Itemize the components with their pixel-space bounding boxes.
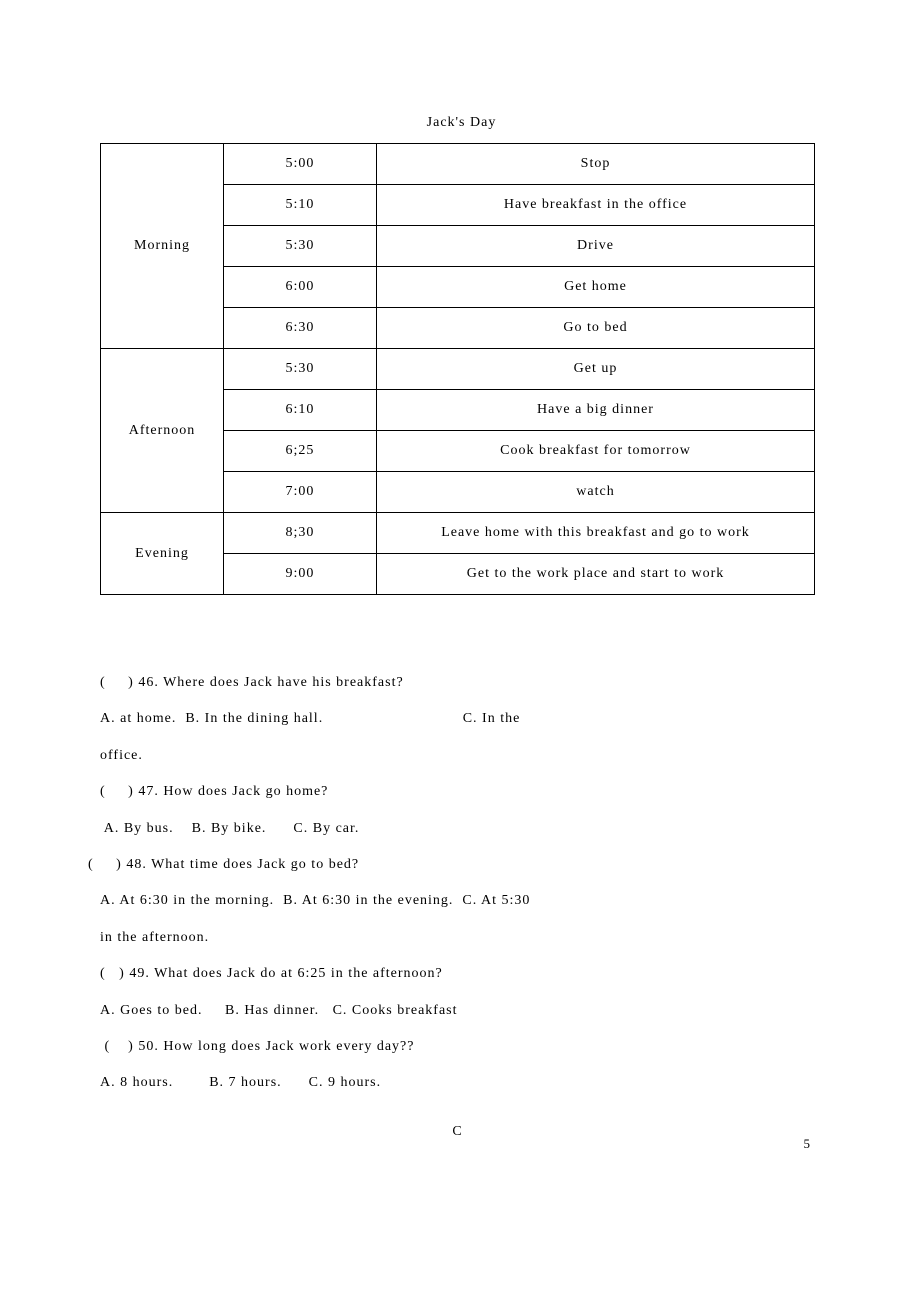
time-cell: 6:10 — [224, 390, 377, 431]
activity-cell: Leave home with this breakfast and go to… — [377, 513, 815, 554]
time-cell: 7:00 — [224, 472, 377, 513]
table-row: Afternoon 5:30 Get up — [101, 349, 815, 390]
q50-stem: ( ) 50. How long does Jack work every da… — [100, 1029, 815, 1065]
q46-options-line2: office. — [100, 738, 815, 774]
q49-stem: ( ) 49. What does Jack do at 6:25 in the… — [100, 956, 815, 992]
time-cell: 6;25 — [224, 431, 377, 472]
q49-options: A. Goes to bed. B. Has dinner. C. Cooks … — [100, 993, 815, 1029]
table-row: Evening 8;30 Leave home with this breakf… — [101, 513, 815, 554]
table-title: Jack's Day — [100, 115, 815, 131]
section-label: C — [100, 1124, 815, 1140]
activity-cell: watch — [377, 472, 815, 513]
activity-cell: Get up — [377, 349, 815, 390]
document-page: Jack's Day Morning 5:00 Stop 5:10 Have b… — [0, 0, 920, 1180]
time-cell: 8;30 — [224, 513, 377, 554]
q48-options-line2: in the afternoon. — [100, 920, 815, 956]
q48-options-line1: A. At 6:30 in the morning. B. At 6:30 in… — [100, 883, 815, 919]
activity-cell: Cook breakfast for tomorrow — [377, 431, 815, 472]
activity-cell: Have breakfast in the office — [377, 185, 815, 226]
q47-stem: ( ) 47. How does Jack go home? — [100, 774, 815, 810]
period-cell: Afternoon — [101, 349, 224, 513]
time-cell: 5:30 — [224, 226, 377, 267]
q48-stem: ( ) 48. What time does Jack go to bed? — [88, 847, 815, 883]
time-cell: 9:00 — [224, 554, 377, 595]
activity-cell: Get home — [377, 267, 815, 308]
period-cell: Morning — [101, 144, 224, 349]
activity-cell: Get to the work place and start to work — [377, 554, 815, 595]
page-number: 5 — [804, 1136, 811, 1152]
period-cell: Evening — [101, 513, 224, 595]
time-cell: 5:30 — [224, 349, 377, 390]
activity-cell: Drive — [377, 226, 815, 267]
q46-opt-c-part1: C. In the — [463, 711, 521, 726]
q46-opts-ab: A. at home. B. In the dining hall. — [100, 711, 323, 726]
schedule-table: Morning 5:00 Stop 5:10 Have breakfast in… — [100, 143, 815, 595]
q46-stem: ( ) 46. Where does Jack have his breakfa… — [100, 665, 815, 701]
table-row: Morning 5:00 Stop — [101, 144, 815, 185]
time-cell: 6:00 — [224, 267, 377, 308]
activity-cell: Stop — [377, 144, 815, 185]
q46-options-line1: A. at home. B. In the dining hall. C. In… — [100, 701, 815, 737]
q50-options: A. 8 hours. B. 7 hours. C. 9 hours. — [100, 1065, 815, 1101]
questions-block: ( ) 46. Where does Jack have his breakfa… — [100, 665, 815, 1102]
time-cell: 5:10 — [224, 185, 377, 226]
activity-cell: Have a big dinner — [377, 390, 815, 431]
time-cell: 6:30 — [224, 308, 377, 349]
q47-options: A. By bus. B. By bike. C. By car. — [100, 811, 815, 847]
time-cell: 5:00 — [224, 144, 377, 185]
activity-cell: Go to bed — [377, 308, 815, 349]
